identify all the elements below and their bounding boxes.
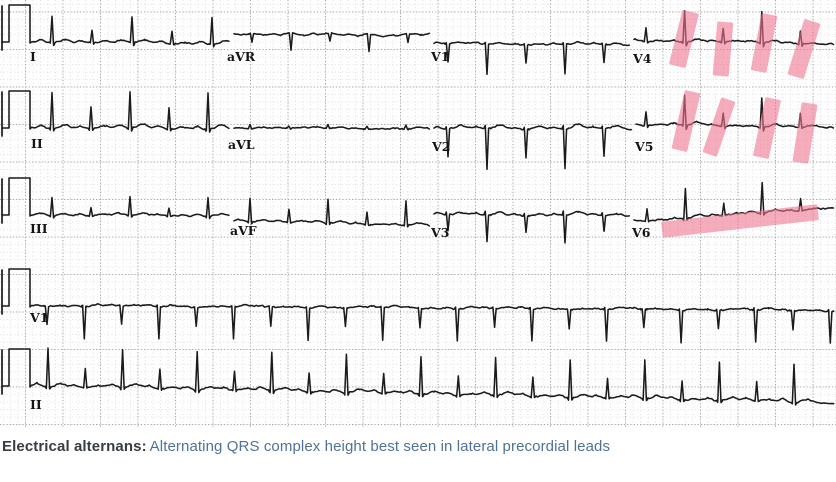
ecg-trace-I [1, 4, 230, 48]
ecg-trace-III [1, 177, 230, 220]
alternans-highlights [661, 10, 821, 238]
lead-label-aVR: aVR [227, 49, 256, 64]
ecg-trace-V3 [433, 210, 631, 244]
caption-term: Electrical alternans: [2, 438, 147, 455]
ecg-trace-aVL [233, 123, 431, 131]
ecg-trace-V1 [1, 268, 835, 344]
caption-text: Alternating QRS complex height best seen… [149, 438, 611, 455]
alternans-highlight-V4-3 [787, 19, 821, 79]
lead-label-I: I [30, 49, 36, 64]
ecg-trace-II [1, 347, 835, 406]
lead-label-V1: V1 [430, 49, 449, 64]
lead-label-III: III [30, 221, 48, 236]
lead-label-V6: V6 [631, 225, 651, 240]
alternans-highlight-V6-8 [661, 204, 819, 238]
lead-label-V4: V4 [632, 51, 652, 66]
lead-label-II: II [30, 397, 42, 412]
alternans-highlight-V4-0 [669, 10, 699, 68]
alternans-highlight-V5-5 [702, 97, 736, 157]
grid-minor-lines [0, 0, 836, 428]
lead-label-V1: V1 [29, 310, 48, 325]
ecg-trace-V2 [433, 123, 633, 171]
lead-label-II: II [31, 136, 43, 151]
ecg-grid [0, 0, 836, 428]
ecg-trace-V1 [433, 40, 631, 76]
lead-label-V5: V5 [634, 139, 653, 154]
lead-label-aVL: aVL [228, 137, 255, 152]
ecg-trace-aVF [233, 197, 431, 228]
ecg-trace-aVR [233, 32, 431, 53]
alternans-highlight-V5-6 [753, 97, 781, 159]
ecg-trace-II [1, 90, 230, 133]
figure-caption: Electrical alternans: Alternating QRS com… [0, 430, 836, 456]
alternans-highlight-V5-7 [792, 102, 818, 164]
lead-label-V3: V3 [430, 225, 449, 240]
lead-label-aVF: aVF [230, 223, 257, 238]
alternans-highlight-V4-2 [750, 13, 778, 73]
alternans-highlight-V5-4 [671, 90, 701, 152]
lead-label-V2: V2 [431, 139, 450, 154]
ecg-traces [1, 4, 835, 406]
alternans-highlight-V4-1 [712, 21, 734, 77]
